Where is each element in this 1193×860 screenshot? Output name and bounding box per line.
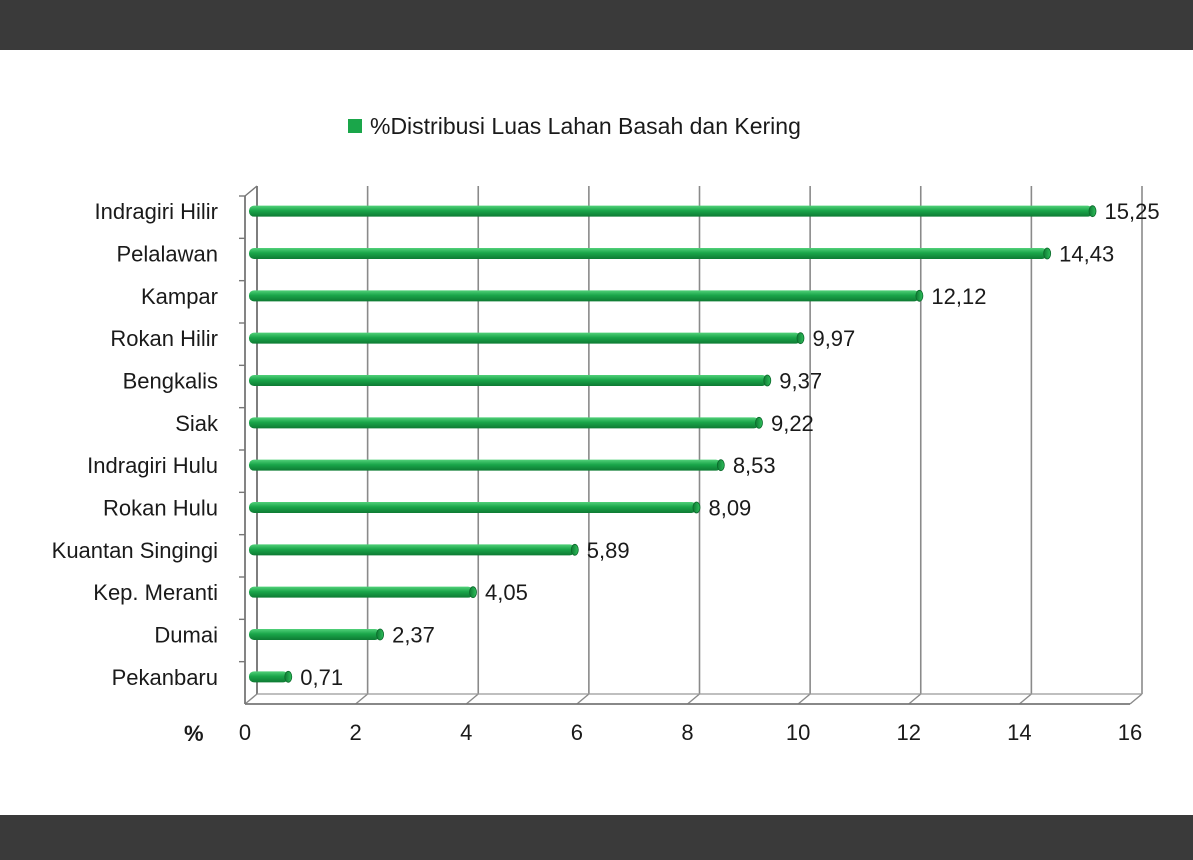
floor-depth-line-5 [797, 693, 811, 705]
bar-cap-10 [376, 628, 384, 641]
x-tick-label-8: 16 [1118, 720, 1142, 745]
bar-cap-0 [1088, 205, 1097, 218]
legend-label: %Distribusi Luas Lahan Basah dan Kering [370, 112, 801, 139]
category-label-5: Siak [175, 411, 219, 436]
bar-cap-8 [570, 543, 579, 556]
bar-4 [249, 375, 768, 386]
category-label-4: Bengkalis [123, 369, 218, 394]
x-tick-label-5: 10 [786, 720, 810, 745]
bar-2 [249, 290, 920, 302]
category-label-3: Rokan Hilir [110, 326, 218, 351]
bar-cap-7 [692, 501, 701, 514]
bar-3 [249, 332, 801, 344]
category-label-1: Pelalawan [116, 242, 218, 267]
value-label-4: 9,37 [779, 369, 822, 394]
top-left-depth [244, 185, 258, 197]
bottom-dark-band [0, 815, 1193, 860]
value-label-1: 14,43 [1059, 242, 1114, 267]
floor-depth-line-8 [1129, 693, 1143, 705]
bar-cap-2 [915, 289, 924, 302]
x-tick-label-3: 6 [571, 720, 583, 745]
bar-1 [249, 248, 1048, 259]
bar-8 [249, 544, 575, 556]
x-tick-label-4: 8 [681, 720, 693, 745]
bar-10 [249, 629, 381, 640]
value-label-11: 0,71 [300, 665, 343, 690]
category-label-0: Indragiri Hilir [95, 199, 218, 224]
bar-7 [249, 502, 697, 513]
category-label-11: Pekanbaru [112, 665, 218, 690]
x-tick-label-0: 0 [239, 720, 251, 745]
bar-cap-5 [755, 416, 763, 429]
x-tick-label-2: 4 [460, 720, 472, 745]
floor-depth-line-2 [465, 693, 479, 705]
bar-9 [249, 586, 474, 598]
category-label-2: Kampar [141, 284, 218, 309]
value-label-0: 15,25 [1105, 199, 1160, 224]
chart-legend: %Distribusi Luas Lahan Basah dan Kering [348, 112, 801, 140]
value-label-6: 8,53 [733, 453, 776, 478]
floor-depth-line-3 [576, 693, 590, 705]
floor-depth-line-0 [244, 693, 258, 705]
value-label-10: 2,37 [392, 623, 435, 648]
bar-cap-1 [1043, 247, 1052, 260]
category-label-9: Kep. Meranti [93, 580, 218, 605]
bar-0 [249, 205, 1093, 217]
x-tick-label-1: 2 [350, 720, 362, 745]
value-label-2: 12,12 [931, 284, 986, 309]
category-label-8: Kuantan Singingi [52, 538, 218, 563]
value-label-8: 5,89 [587, 538, 630, 563]
category-label-6: Indragiri Hulu [87, 453, 218, 478]
value-label-3: 9,97 [812, 326, 855, 351]
value-label-9: 4,05 [485, 580, 528, 605]
floor-depth-line-6 [908, 693, 922, 705]
category-label-7: Rokan Hulu [103, 496, 218, 521]
bar-cap-4 [763, 374, 772, 387]
bar-cap-11 [284, 670, 293, 683]
floor-depth-line-1 [355, 693, 369, 705]
bar-5 [249, 417, 759, 429]
legend-swatch [348, 119, 362, 133]
bar-cap-6 [716, 459, 725, 472]
bar-cap-3 [796, 332, 805, 345]
value-label-5: 9,22 [771, 411, 814, 436]
x-tick-label-6: 12 [897, 720, 921, 745]
bar-11 [249, 671, 289, 683]
bar-6 [249, 459, 721, 471]
floor-depth-line-7 [1018, 693, 1032, 705]
bar-chart: Indragiri Hilir 15,25 Pelalawan 14,43 Kampar… [52, 185, 1160, 745]
floor-depth-line-4 [687, 693, 700, 705]
top-dark-band [0, 0, 1193, 50]
x-axis-unit-label: % [184, 721, 204, 746]
bar-cap-9 [469, 586, 477, 599]
x-tick-label-7: 14 [1007, 720, 1031, 745]
category-label-10: Dumai [154, 623, 218, 648]
value-label-7: 8,09 [708, 496, 751, 521]
